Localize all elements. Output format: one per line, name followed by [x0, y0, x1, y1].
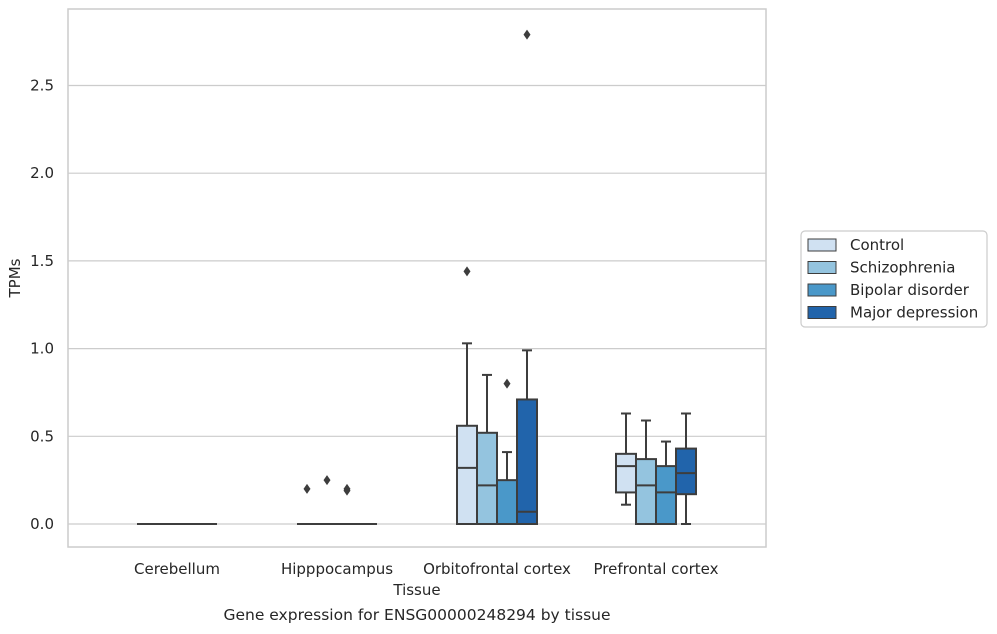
y-tick-label: 1.5 [30, 252, 54, 270]
box-1-1 [317, 475, 337, 525]
legend-swatch [807, 238, 837, 252]
x-tick-label: Hipppocampus [281, 560, 393, 578]
legend-frame [800, 230, 988, 328]
outlier-point [343, 483, 351, 494]
outlier-point [523, 29, 531, 40]
box-body [615, 452, 637, 494]
outlier-point [463, 266, 471, 277]
box-3-3 [675, 412, 697, 525]
outlier-point [503, 378, 511, 389]
legend-label: Major depression [850, 304, 978, 322]
legend-swatch [807, 283, 837, 297]
figure-caption: Gene expression for ENSG00000248294 by t… [223, 606, 611, 624]
box-2-0 [456, 266, 478, 525]
box-3-2 [655, 440, 677, 526]
y-tick-label: 2.5 [30, 77, 54, 95]
legend-label: Schizophrenia [850, 259, 955, 277]
y-tick-label: 2.0 [30, 164, 54, 182]
y-tick-label: 1.0 [30, 340, 54, 358]
y-tick-label: 0.0 [30, 515, 54, 533]
x-tick-labels: Cerebellum Hipppocampus Orbitofrontal cort… [134, 560, 719, 578]
x-tick-label: Cerebellum [134, 560, 220, 578]
box-plots [137, 29, 697, 526]
box-body [655, 465, 677, 526]
x-axis-label: Tissue [392, 581, 440, 599]
outlier-point [303, 483, 311, 494]
legend-label: Control [850, 236, 904, 254]
box-body [635, 458, 657, 525]
y-axis-label: TPMs [6, 258, 24, 298]
box-body [456, 424, 478, 525]
box-body [516, 398, 538, 525]
x-tick-label: Orbitofrontal cortex [423, 560, 571, 578]
box-3-0 [615, 412, 637, 506]
x-tick-label: Prefrontal cortex [594, 560, 719, 578]
box-1-2 [337, 483, 357, 525]
box-body [496, 479, 518, 525]
y-tick-labels: 0.0 0.5 1.0 1.5 2.0 2.5 [30, 77, 54, 534]
legend-swatch [807, 261, 837, 274]
y-tick-label: 0.5 [30, 427, 54, 445]
box-2-2 [496, 378, 518, 525]
outlier-point [323, 475, 331, 486]
box-1-0 [297, 483, 317, 525]
box-2-1 [476, 373, 498, 525]
box-2-3 [516, 29, 538, 525]
legend-label: Bipolar disorder [850, 281, 970, 299]
box-body [675, 447, 697, 496]
legend: Control Schizophrenia Bipolar disorder Majo… [800, 230, 988, 328]
grid-lines [68, 84, 766, 525]
box-body [476, 431, 498, 525]
legend-swatch [807, 306, 837, 319]
plot-frame [67, 8, 767, 548]
